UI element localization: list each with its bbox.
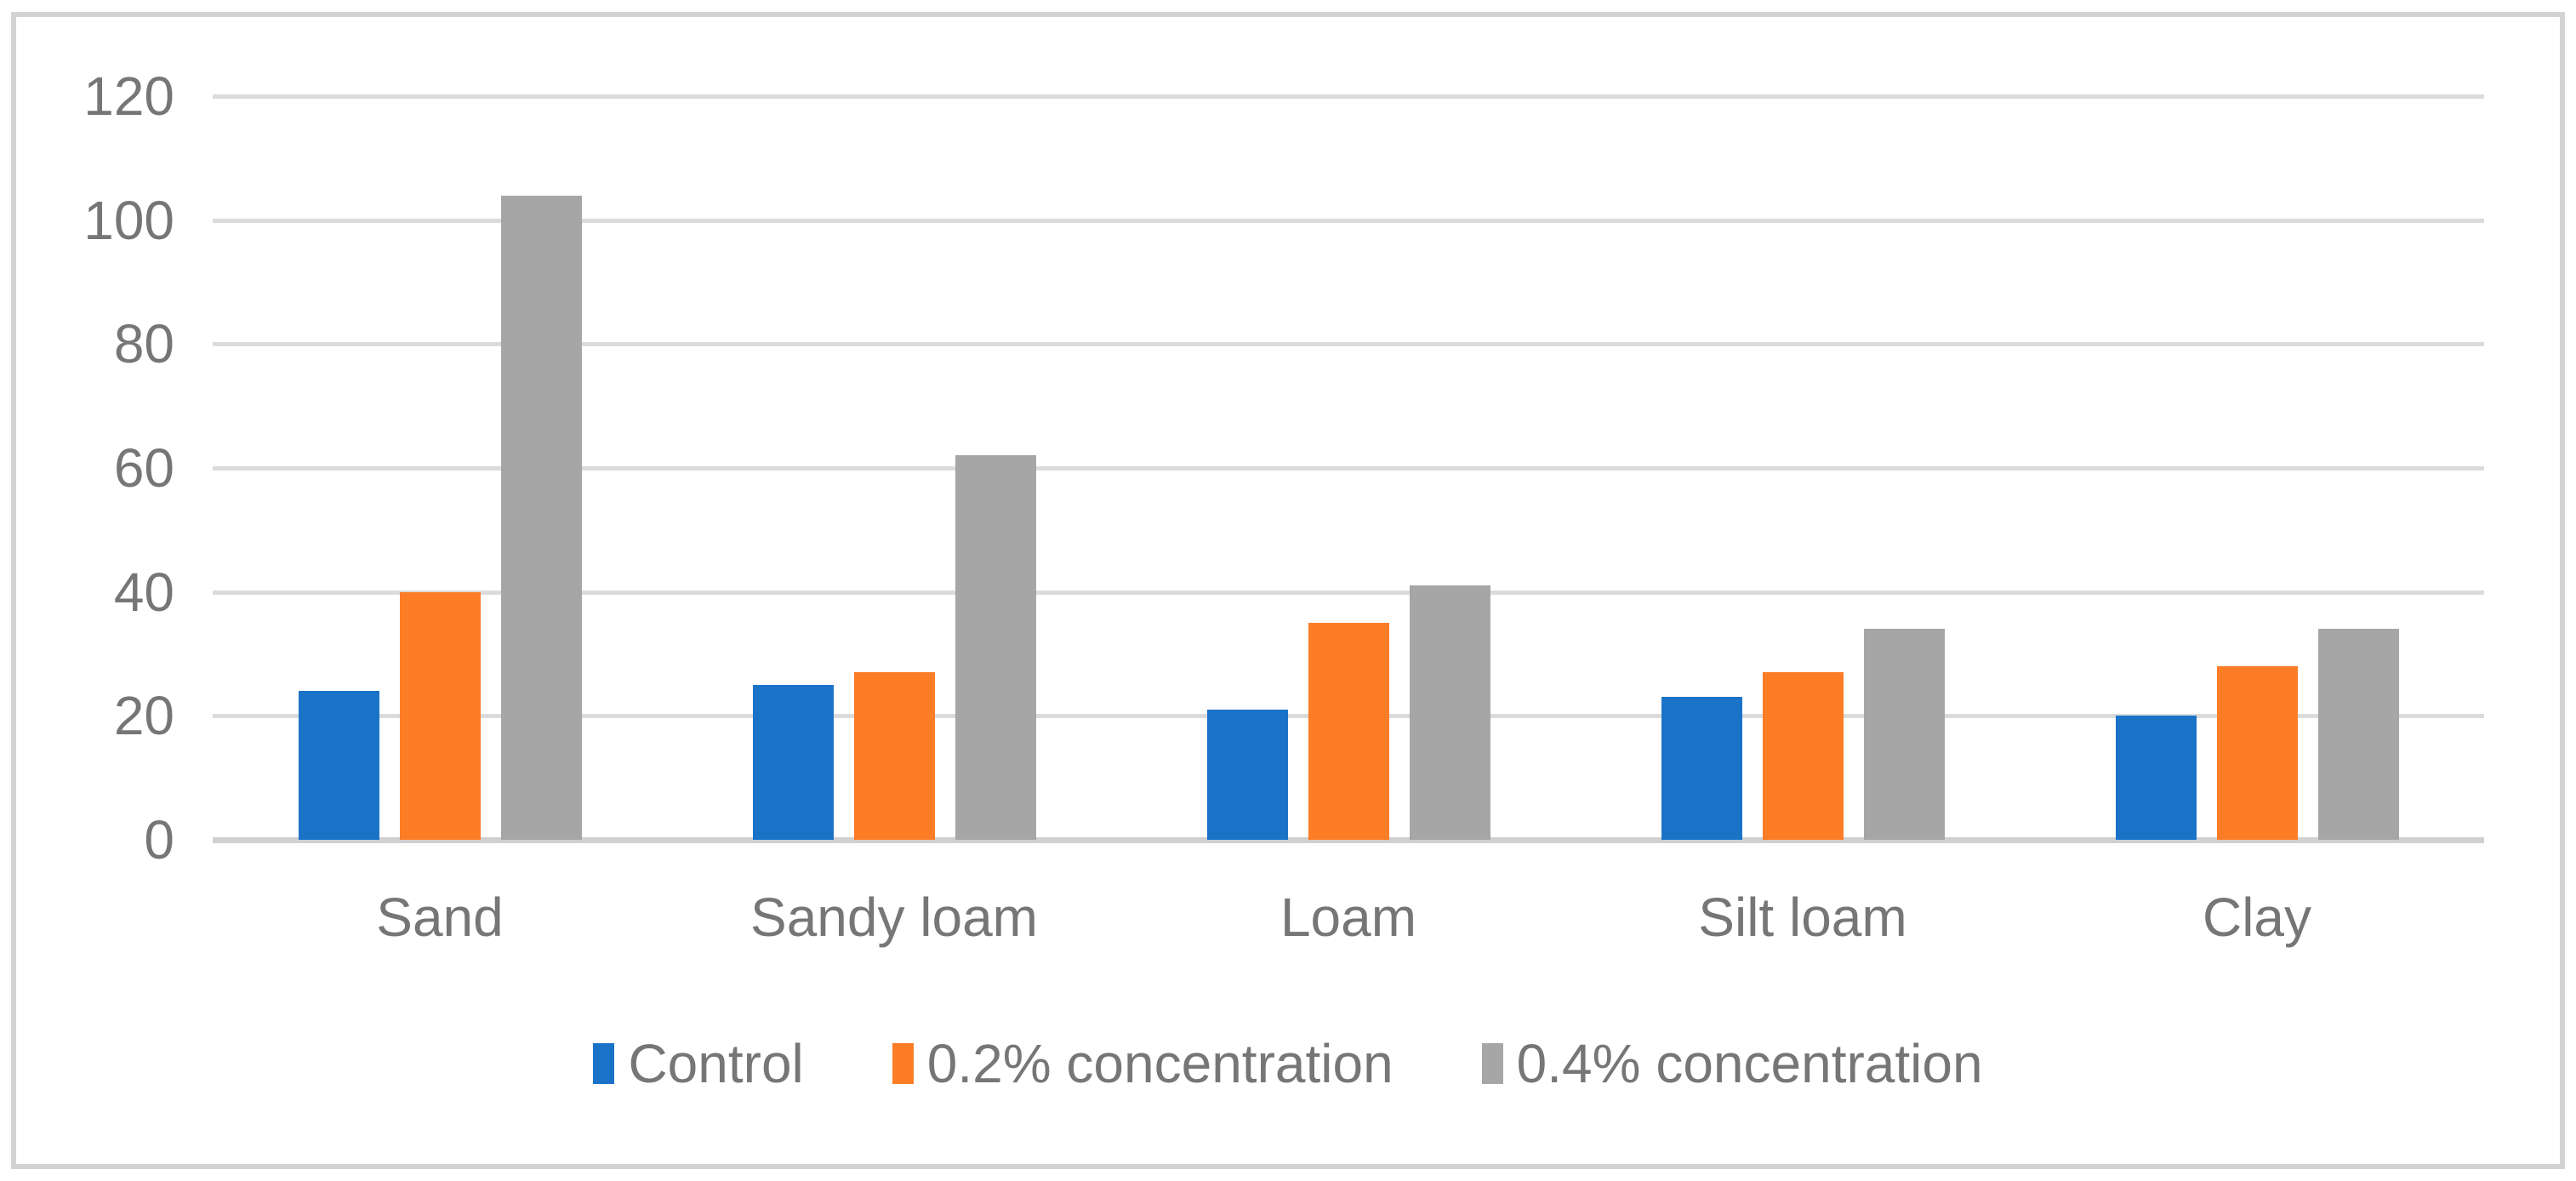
legend-item-0-2-concentration: 0.2% concentration bbox=[892, 1032, 1393, 1095]
bar-sand-0-2-concentration bbox=[400, 592, 481, 840]
x-axis-line bbox=[213, 837, 2484, 843]
legend-label: 0.4% concentration bbox=[1516, 1033, 1983, 1094]
gridline-y-80 bbox=[213, 342, 2484, 347]
y-tick-label-20: 20 bbox=[113, 685, 174, 747]
category-label-sand: Sand bbox=[376, 887, 504, 948]
bar-loam-0-4-concentration bbox=[1410, 585, 1490, 840]
legend-swatch-icon bbox=[1481, 1043, 1503, 1084]
legend-label: 0.2% concentration bbox=[926, 1033, 1393, 1094]
y-tick-label-40: 40 bbox=[113, 561, 174, 623]
bar-clay-0-4-concentration bbox=[2318, 629, 2399, 840]
gridline-y-40 bbox=[213, 590, 2484, 595]
legend-swatch-icon bbox=[593, 1043, 615, 1084]
category-label-silt-loam: Silt loam bbox=[1698, 887, 1907, 948]
bar-sand-0-4-concentration bbox=[501, 196, 582, 840]
legend-swatch-icon bbox=[892, 1043, 914, 1084]
bar-sandy-loam-0-2-concentration bbox=[854, 672, 935, 840]
category-label-sandy-loam: Sandy loam bbox=[750, 887, 1038, 948]
bar-sandy-loam-control bbox=[753, 685, 834, 840]
y-tick-label-120: 120 bbox=[83, 66, 174, 127]
bar-clay-0-2-concentration bbox=[2217, 666, 2298, 840]
legend-label: Control bbox=[628, 1033, 804, 1094]
bar-sand-control bbox=[299, 691, 379, 840]
bar-silt-loam-0-4-concentration bbox=[1864, 629, 1945, 840]
bar-sandy-loam-0-4-concentration bbox=[955, 455, 1036, 840]
category-label-clay: Clay bbox=[2202, 887, 2312, 948]
gridline-y-120 bbox=[213, 94, 2484, 99]
bar-loam-0-2-concentration bbox=[1308, 623, 1389, 840]
y-tick-label-60: 60 bbox=[113, 437, 174, 499]
bar-silt-loam-0-2-concentration bbox=[1763, 672, 1844, 840]
bar-silt-loam-control bbox=[1661, 697, 1742, 840]
chart-legend: Control 0.2% concentration 0.4% concentrat… bbox=[0, 1028, 2576, 1099]
bar-clay-control bbox=[2116, 716, 2197, 840]
y-tick-label-100: 100 bbox=[83, 189, 174, 251]
category-label-loam: Loam bbox=[1279, 887, 1417, 948]
bar-loam-control bbox=[1207, 710, 1288, 840]
legend-item-0-4-concentration: 0.4% concentration bbox=[1481, 1032, 1983, 1095]
gridline-y-100 bbox=[213, 218, 2484, 223]
gridline-y-60 bbox=[213, 466, 2484, 471]
legend-item-control: Control bbox=[593, 1032, 804, 1095]
y-tick-label-80: 80 bbox=[113, 313, 174, 375]
y-tick-label-0: 0 bbox=[144, 809, 174, 870]
